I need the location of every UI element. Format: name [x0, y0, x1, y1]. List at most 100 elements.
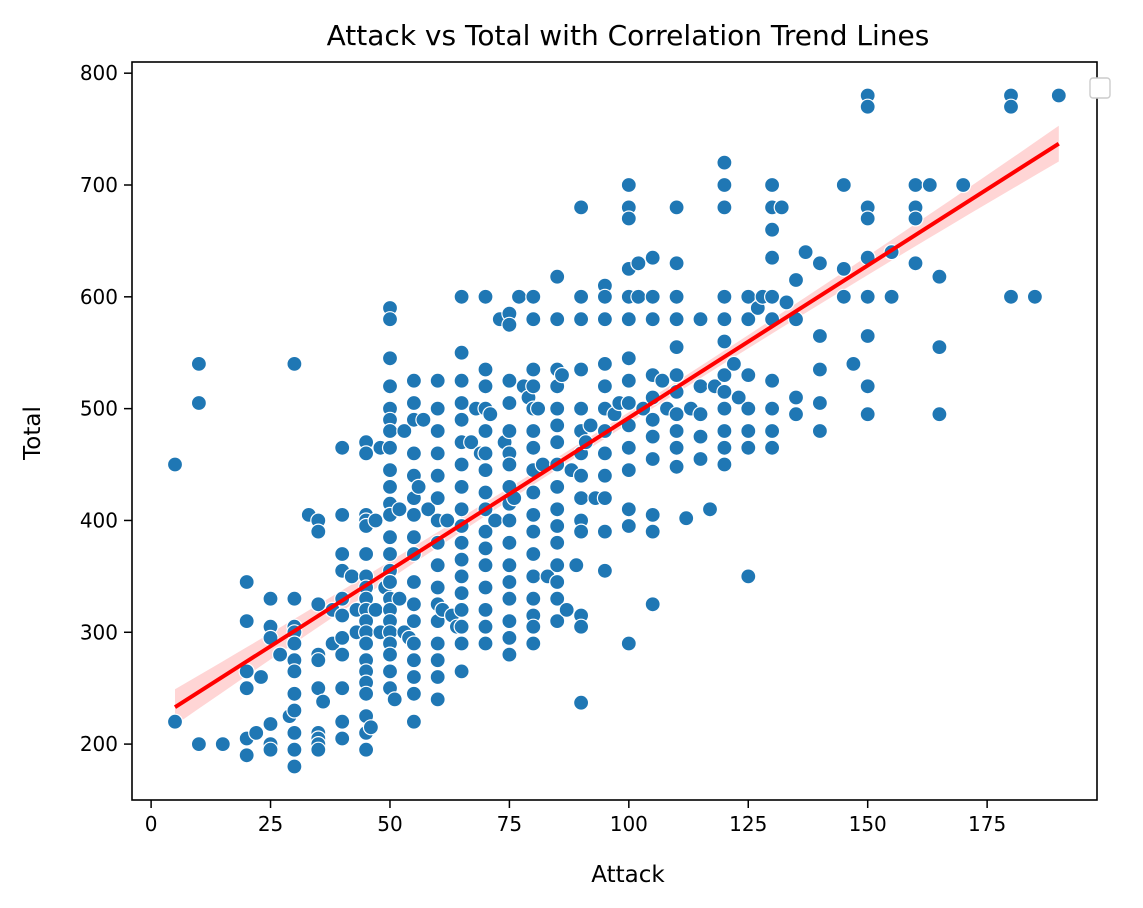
- scatter-point: [262, 741, 279, 758]
- scatter-point: [740, 311, 757, 328]
- scatter-point: [501, 557, 518, 574]
- scatter-point: [525, 506, 542, 524]
- scatter-point: [668, 311, 685, 328]
- scatter-point: [405, 394, 422, 412]
- scatter-point: [429, 557, 446, 574]
- scatter-point: [525, 568, 542, 585]
- x-tick-label: 50: [377, 812, 402, 836]
- scatter-point: [811, 327, 829, 345]
- scatter-point: [572, 288, 590, 305]
- scatter-point: [477, 361, 494, 378]
- scatter-point: [716, 439, 733, 456]
- scatter-point: [381, 573, 399, 591]
- scatter-point: [549, 400, 566, 417]
- scatter-point: [252, 668, 270, 686]
- scatter-point: [381, 422, 399, 440]
- scatter-point: [405, 372, 422, 389]
- scatter-point: [487, 512, 504, 529]
- scatter-point: [549, 573, 566, 591]
- x-tick-label: 0: [145, 812, 158, 836]
- scatter-point: [596, 288, 614, 305]
- scatter-point: [429, 372, 446, 389]
- scatter-point: [859, 210, 876, 227]
- scatter-point: [415, 411, 432, 428]
- scatter-point: [692, 406, 709, 423]
- y-tick-label: 700: [80, 173, 118, 197]
- scatter-point: [525, 484, 542, 501]
- scatter-point: [620, 311, 637, 328]
- scatter-point: [166, 713, 184, 730]
- scatter-point: [1002, 98, 1020, 115]
- scatter-point: [716, 154, 733, 171]
- scatter-point: [787, 389, 805, 406]
- scatter-point: [334, 607, 351, 624]
- scatter-point: [716, 311, 733, 328]
- scatter-point: [334, 506, 351, 524]
- scatter-point: [835, 288, 852, 305]
- scatter-point: [334, 680, 351, 697]
- scatter-point: [620, 176, 637, 194]
- scatter-point: [510, 288, 528, 305]
- scatter-point: [549, 478, 566, 495]
- scatter-point: [596, 378, 614, 395]
- scatter-point: [692, 428, 709, 445]
- scatter-point: [644, 523, 661, 540]
- scatter-point: [477, 618, 494, 635]
- scatter-point: [334, 439, 351, 456]
- scatter-point: [190, 355, 207, 372]
- scatter-point: [453, 478, 470, 495]
- scatter-point: [453, 411, 470, 428]
- scatter-point: [716, 199, 733, 216]
- scatter-point: [381, 311, 399, 328]
- scatter-point: [453, 501, 470, 518]
- scatter-point: [525, 311, 542, 328]
- scatter-point: [931, 406, 948, 423]
- scatter-point: [668, 422, 685, 440]
- scatter-point: [334, 629, 351, 647]
- chart-title: Attack vs Total with Correlation Trend L…: [327, 19, 930, 52]
- scatter-point: [845, 355, 862, 372]
- scatter-point: [310, 741, 327, 758]
- scatter-point: [525, 422, 542, 440]
- scatter-point: [596, 490, 614, 507]
- empty-legend-box: [1089, 77, 1111, 99]
- scatter-point: [572, 400, 590, 417]
- scatter-point: [381, 462, 399, 479]
- scatter-point: [701, 501, 719, 518]
- scatter-point: [644, 450, 661, 468]
- scatter-point: [572, 618, 590, 635]
- scatter-point: [931, 339, 948, 356]
- scatter-point: [859, 98, 876, 115]
- scatter-point: [501, 372, 518, 389]
- scatter-point: [381, 350, 399, 367]
- scatter-point: [797, 244, 814, 261]
- y-tick-label: 600: [80, 285, 118, 309]
- scatter-point: [668, 339, 685, 356]
- scatter-point: [549, 517, 566, 535]
- scatter-point: [644, 428, 661, 445]
- scatter-point: [501, 422, 518, 440]
- y-tick-label: 200: [80, 732, 118, 756]
- scatter-point: [859, 288, 876, 305]
- scatter-point: [654, 372, 671, 389]
- scatter-point: [835, 260, 852, 277]
- scatter-point: [955, 176, 972, 194]
- trend-line-layer: [173, 141, 1060, 709]
- x-tick-label: 75: [497, 812, 522, 836]
- scatter-point: [358, 635, 375, 652]
- scatter-point: [549, 534, 566, 551]
- scatter-point: [405, 713, 422, 730]
- scatter-point: [501, 612, 518, 630]
- scatter-point: [501, 534, 518, 551]
- scatter-point: [668, 255, 685, 272]
- scatter-point: [525, 523, 542, 540]
- scatter-point: [453, 635, 470, 652]
- scatter-point: [429, 579, 446, 596]
- scatter-point: [381, 439, 399, 456]
- scatter-point: [238, 747, 255, 764]
- scatter-point: [381, 378, 399, 395]
- scatter-point: [549, 434, 566, 451]
- trend-line: [173, 141, 1060, 709]
- scatter-point: [501, 456, 518, 473]
- scatter-point: [692, 311, 709, 328]
